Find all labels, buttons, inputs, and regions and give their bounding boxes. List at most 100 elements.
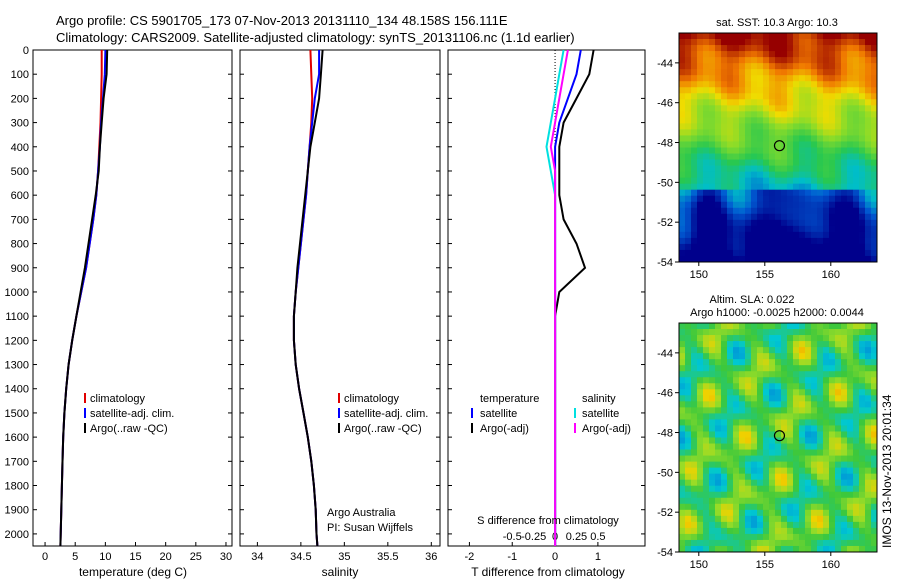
map-cell (727, 539, 734, 547)
series-line (59, 49, 109, 547)
map-cell (793, 147, 800, 154)
legend-argo-label: Argo(..raw -QC) (90, 423, 168, 435)
map-cell (733, 461, 740, 469)
map-cell (781, 213, 788, 221)
map-cell (775, 75, 782, 82)
map-cell (679, 75, 686, 82)
map-cell (865, 183, 872, 191)
map-cell (721, 231, 728, 239)
map-cell (733, 389, 740, 396)
map-cell (757, 159, 764, 166)
map-cell (871, 377, 878, 384)
map-cell (697, 255, 704, 263)
x-tick-label: 34.5 (290, 551, 311, 563)
map-cell (799, 371, 806, 378)
map-cell (691, 449, 698, 456)
map-cell (715, 503, 722, 511)
map-cell (739, 521, 746, 529)
map-cell (715, 527, 722, 535)
map-cell (775, 213, 782, 221)
map-cell (781, 341, 788, 348)
map-cell (805, 63, 812, 70)
map-cell (679, 123, 686, 130)
map-cell (751, 395, 758, 402)
map-cell (709, 521, 716, 529)
map-cell (787, 249, 794, 257)
map-cell (709, 141, 716, 148)
map-cell (847, 461, 854, 469)
map-cell (769, 329, 776, 336)
map-cell (829, 461, 836, 469)
map-cell (859, 201, 866, 209)
map-cell (799, 449, 806, 456)
map-cell (817, 419, 824, 426)
map-cell (811, 255, 818, 263)
map-cell (871, 509, 878, 517)
map-cell (757, 341, 764, 348)
map-cell (715, 111, 722, 118)
map-cell (799, 491, 806, 499)
map-cell (823, 407, 830, 414)
map-cell (799, 117, 806, 124)
map-cell (847, 401, 854, 408)
map-cell (799, 407, 806, 414)
map-cell (733, 219, 740, 227)
map-cell (829, 395, 836, 402)
map-cell (817, 467, 824, 475)
map-cell (835, 443, 842, 450)
map-cell (811, 171, 818, 179)
map-cell (697, 225, 704, 233)
map-cell (691, 135, 698, 142)
map-cell (703, 371, 710, 378)
map-cell (811, 467, 818, 475)
map-cell (697, 347, 704, 354)
map-cell (829, 413, 836, 420)
map-cell (859, 243, 866, 251)
map-cell (685, 111, 692, 118)
map-cell (859, 461, 866, 469)
map-cell (739, 491, 746, 499)
map-cell (763, 171, 770, 179)
map-cell (697, 75, 704, 82)
map-cell (697, 177, 704, 185)
map-cell (739, 395, 746, 402)
map-cell (847, 335, 854, 342)
map-cell (793, 455, 800, 463)
map-cell (745, 443, 752, 450)
map-cell (793, 123, 800, 130)
map-cell (745, 329, 752, 336)
map-cell (727, 407, 734, 414)
map-cell (721, 99, 728, 106)
map-cell (763, 177, 770, 185)
map-cell (823, 171, 830, 179)
map-cell (769, 515, 776, 523)
map-cell (697, 81, 704, 88)
map-cell (787, 207, 794, 215)
map-cell (769, 165, 776, 173)
map-y-tick-label: -44 (657, 348, 673, 360)
map-cell (793, 461, 800, 469)
map-cell (703, 195, 710, 203)
map-cell (871, 353, 878, 360)
map-cell (721, 509, 728, 517)
map-cell (769, 117, 776, 124)
map-cell (679, 87, 686, 94)
map-cell (697, 413, 704, 420)
map-cell (841, 189, 848, 197)
map-cell (691, 207, 698, 215)
map-cell (823, 377, 830, 384)
map-cell (811, 539, 818, 547)
s-tick-label: 0.25 (566, 531, 587, 543)
map-cell (823, 473, 830, 481)
map-cell (691, 183, 698, 191)
map-cell (739, 401, 746, 408)
map-cell (865, 93, 872, 100)
map-cell (751, 437, 758, 444)
map-cell (691, 323, 698, 330)
map-cell (757, 255, 764, 263)
map-cell (853, 545, 860, 553)
map-cell (847, 231, 854, 239)
map-cell (817, 371, 824, 378)
map-cell (817, 401, 824, 408)
map-cell (871, 455, 878, 463)
